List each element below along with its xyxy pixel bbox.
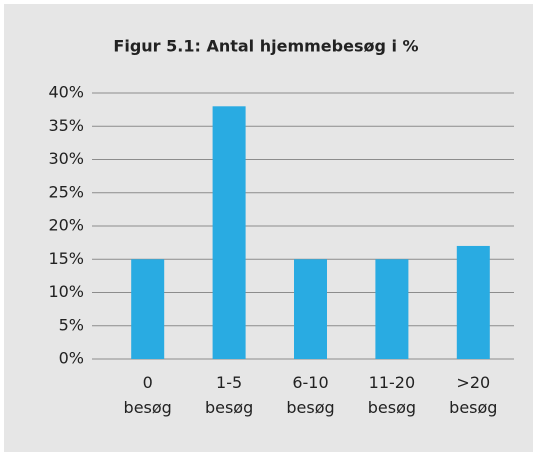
y-tick-label: 5%	[59, 315, 84, 334]
y-tick-label: 25%	[48, 182, 84, 201]
y-tick-label: 40%	[48, 83, 84, 102]
x-tick-label: >20 besøg	[449, 373, 497, 417]
background	[4, 4, 533, 452]
bar	[212, 106, 246, 359]
y-tick-label: 15%	[48, 249, 84, 268]
x-tick-label: 11-20 besøg	[368, 373, 416, 417]
chart-title: Figur 5.1: Antal hjemmebesøg i %	[113, 37, 418, 56]
y-tick-label: 35%	[48, 116, 84, 135]
y-tick-label: 10%	[48, 282, 84, 301]
bar	[294, 259, 327, 359]
y-tick-label: 30%	[48, 149, 84, 168]
bar	[375, 259, 409, 359]
x-tick-label: 6-10 besøg	[286, 373, 334, 417]
bar	[456, 245, 490, 359]
x-tick-label: 1-5 besøg	[205, 373, 253, 417]
x-tick-label: 0 besøg	[124, 373, 172, 417]
y-tick-label: 20%	[48, 216, 84, 235]
y-tick-label: 0%	[59, 349, 84, 368]
bar	[131, 259, 165, 359]
